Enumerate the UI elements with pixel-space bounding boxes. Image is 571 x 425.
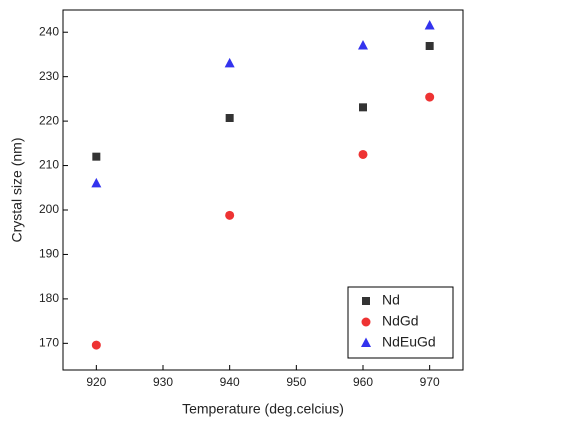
y-axis-label: Crystal size (nm): [9, 137, 25, 242]
y-tick-label: 220: [39, 113, 59, 127]
y-tick-label: 180: [39, 291, 59, 305]
point: [359, 103, 367, 112]
x-tick-label: 970: [420, 375, 440, 389]
y-tick-label: 210: [39, 158, 59, 172]
y-tick-label: 200: [39, 202, 59, 216]
legend-marker: [361, 337, 371, 347]
point: [92, 152, 101, 161]
point: [358, 40, 368, 50]
y-tick-label: 170: [39, 336, 59, 350]
point: [358, 149, 368, 159]
point: [224, 57, 235, 68]
x-tick-label: 960: [353, 375, 373, 389]
x-tick-label: 950: [286, 375, 306, 389]
x-tick-label: 940: [220, 375, 240, 389]
point: [91, 177, 102, 188]
x-tick-label: 930: [153, 375, 173, 389]
legend-marker: [362, 297, 370, 305]
legend-label: NdEuGd: [382, 334, 436, 350]
plot-frame: [62, 9, 464, 371]
y-tick-label: 230: [39, 69, 59, 83]
x-axis-label: Temperature (deg.celcius): [182, 401, 344, 417]
point: [425, 92, 435, 102]
point: [225, 114, 234, 122]
point: [424, 20, 435, 30]
y-tick-label: 190: [39, 247, 59, 261]
point: [425, 42, 434, 50]
legend-marker: [361, 317, 371, 327]
legend-label: Nd: [382, 292, 400, 308]
legend-label: NdGd: [382, 313, 419, 329]
point: [225, 210, 235, 220]
point: [91, 340, 101, 350]
y-tick-label: 240: [39, 24, 59, 38]
x-tick-label: 920: [86, 375, 106, 389]
